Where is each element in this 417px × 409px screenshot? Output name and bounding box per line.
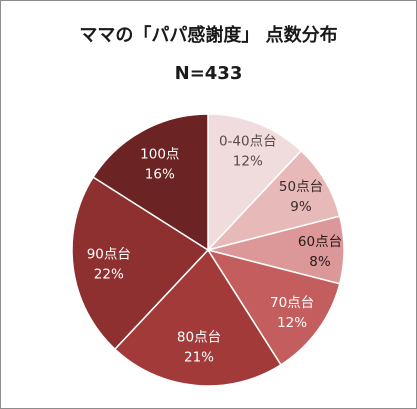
chart-title: ママの「パパ感謝度」 点数分布 [79,25,338,46]
slice-label: 90点台 [87,247,131,263]
pie-slice [92,113,209,252]
pie-slice [113,248,282,387]
slice-value-label: 21% [184,350,214,366]
pie-slice [71,176,210,351]
slice-label: 50点台 [279,179,323,195]
pie-slice [206,248,341,366]
slice-label: 70点台 [270,295,314,311]
slice-value-label: 12% [233,154,263,170]
slice-label: 100点 [140,146,179,162]
slice-value-label: 8% [309,254,331,270]
slice-value-label: 16% [145,166,175,182]
pie-slices [71,113,345,387]
pie-labels: 0-40点台 12% 50点台 9% 60点台 8% 70点台 12% 80点台 21% 90点台 2… [87,134,342,366]
chart-subtitle: N=433 [174,63,243,84]
slice-label: 60点台 [298,234,342,250]
slice-value-label: 22% [94,267,124,283]
pie-slice [207,113,303,252]
slice-label: 0-40点台 [219,134,277,150]
slice-value-label: 9% [290,199,312,215]
slice-label: 80点台 [177,330,221,346]
slice-value-label: 12% [277,315,307,331]
